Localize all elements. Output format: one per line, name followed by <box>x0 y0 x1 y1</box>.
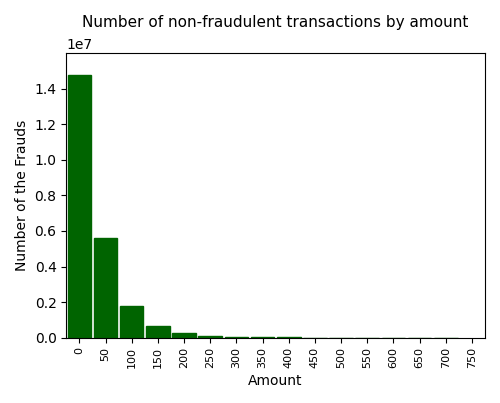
Bar <box>68 75 91 338</box>
Bar <box>198 336 222 338</box>
Bar <box>224 337 248 338</box>
Bar <box>172 333 196 338</box>
Bar <box>94 238 118 338</box>
Y-axis label: Number of the Frauds: Number of the Frauds <box>15 120 29 271</box>
Bar <box>146 326 170 338</box>
Title: Number of non-fraudulent transactions by amount: Number of non-fraudulent transactions by… <box>82 15 469 30</box>
X-axis label: Amount: Amount <box>248 374 303 388</box>
Bar <box>120 305 144 338</box>
